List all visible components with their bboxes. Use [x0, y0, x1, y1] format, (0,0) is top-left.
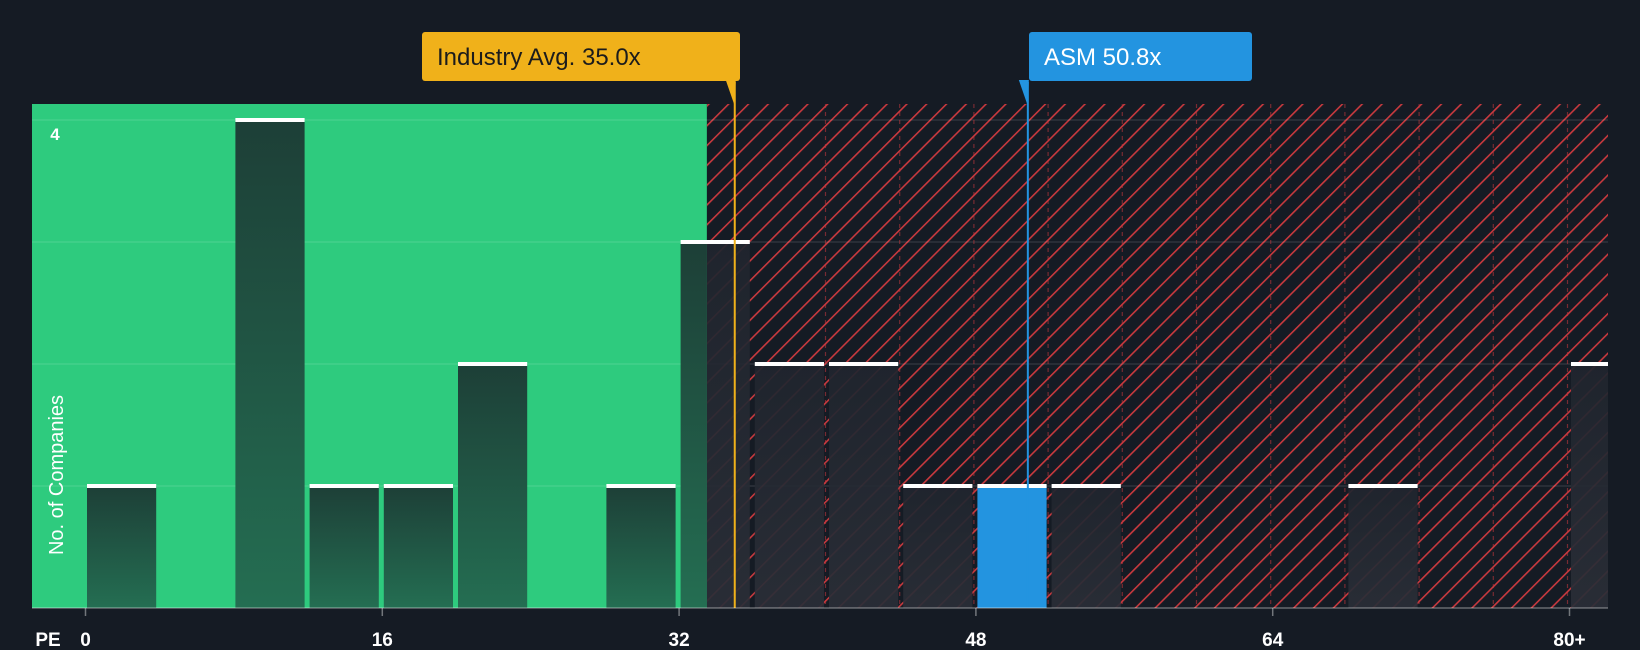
histogram-bars [87, 118, 1608, 608]
company-marker-label-box [1029, 32, 1252, 81]
y-axis-label: No. of Companies [46, 395, 68, 555]
bar [754, 364, 824, 608]
bar [458, 364, 528, 608]
x-tick-label: 16 [372, 630, 393, 650]
bar [383, 486, 453, 608]
bar-group [1571, 362, 1608, 608]
bar-group [754, 362, 824, 608]
bar-group [235, 118, 305, 608]
value-markers: Industry Avg. 35.0x ASM 50.8x [422, 32, 1252, 608]
bar-cap [829, 362, 899, 366]
bar-group [458, 362, 528, 608]
bar-group [383, 484, 453, 608]
bar-cap [87, 484, 157, 488]
bar [680, 242, 707, 608]
axes: 0 16 32 48 64 80+ PE No. of Companies [32, 395, 1608, 650]
bar [309, 486, 379, 608]
bar-group [87, 484, 157, 608]
bar-cap [1348, 484, 1418, 488]
bar-cap [903, 484, 973, 488]
valuation-zones [32, 104, 1608, 608]
bar-group [1051, 484, 1121, 608]
industry-avg-marker-label-box [422, 32, 740, 81]
bar-cap [309, 484, 379, 488]
bar [829, 364, 899, 608]
bar [1571, 364, 1608, 608]
bar-group [606, 484, 676, 608]
bar-cap [977, 484, 1047, 488]
bar-group [1348, 484, 1418, 608]
company-marker-label: ASM 50.8x [1044, 44, 1161, 71]
bar-group [977, 484, 1047, 608]
bar-cap [606, 484, 676, 488]
bar-highlight [977, 486, 1047, 608]
bar [235, 120, 305, 608]
industry-avg-marker-pointer [725, 80, 736, 106]
bar-cap [1571, 362, 1608, 366]
bar-group [829, 362, 899, 608]
company-marker-pointer [1018, 80, 1029, 106]
bar [1348, 486, 1418, 608]
bar [1051, 486, 1121, 608]
bar-group [309, 484, 379, 608]
bar-cap [383, 484, 453, 488]
bar-group [680, 240, 750, 608]
bar [903, 486, 973, 608]
bar [87, 486, 157, 608]
y-tick-label: 4 [50, 125, 60, 144]
x-tick-label: 48 [965, 630, 986, 650]
bar-cap [754, 362, 824, 366]
bar-group [903, 484, 973, 608]
bar [606, 486, 676, 608]
x-tick-label: 0 [80, 630, 91, 650]
bar-cap [235, 118, 305, 122]
x-tick-label: 80+ [1553, 630, 1585, 650]
bar-cap [458, 362, 528, 366]
x-tick-label: 64 [1262, 630, 1284, 650]
bar-cap [1051, 484, 1121, 488]
bar [706, 242, 750, 608]
industry-avg-marker-label: Industry Avg. 35.0x [437, 44, 641, 71]
x-axis-label: PE [35, 630, 60, 650]
x-tick-label: 32 [669, 630, 690, 650]
bar-cap [680, 240, 750, 244]
